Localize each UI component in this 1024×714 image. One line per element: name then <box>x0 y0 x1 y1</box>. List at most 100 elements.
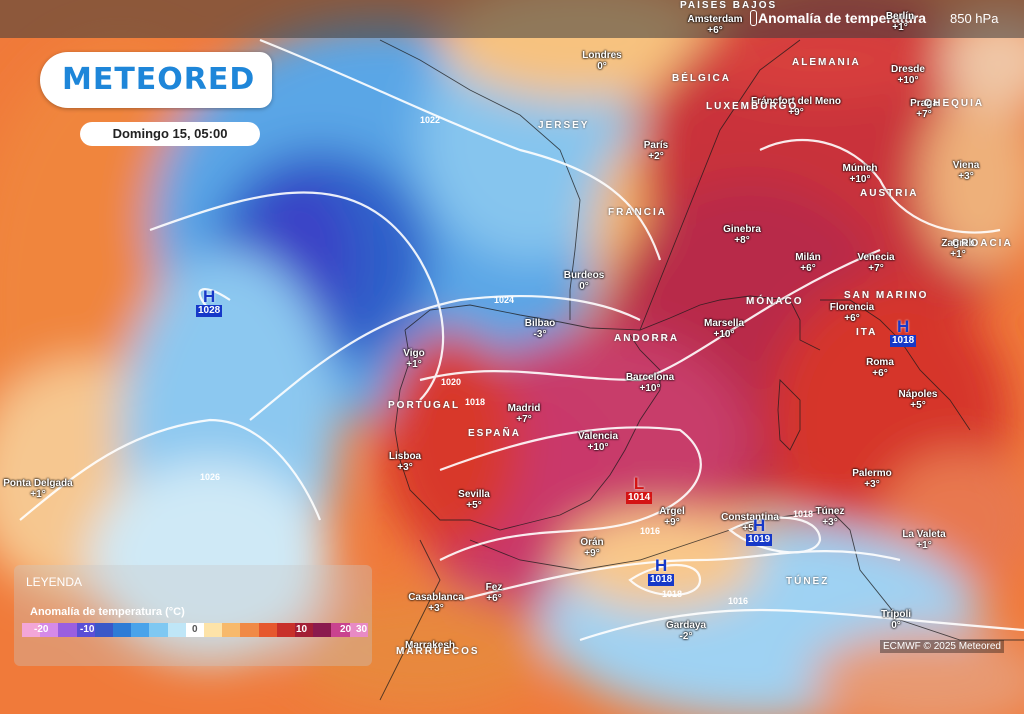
city-name: Valencia <box>577 431 619 442</box>
city-name: Burdeos <box>563 270 605 281</box>
legend-swatch <box>131 623 150 637</box>
city-temp: +5° <box>466 500 482 511</box>
city-temp: 0° <box>891 620 901 631</box>
city-name: Barcelona <box>625 372 675 383</box>
city-temp: +5° <box>910 400 926 411</box>
legend-tick: 20 <box>340 624 352 635</box>
city-temp: +3° <box>397 462 413 473</box>
city-label: Fez +6° <box>486 582 503 604</box>
city-name: Constantina <box>721 512 779 523</box>
country-label: AUSTRIA <box>860 188 919 199</box>
high-pressure-marker: H 1028 <box>196 288 223 317</box>
pressure-letter: L <box>633 474 645 493</box>
pressure-letter: H <box>654 556 668 575</box>
map-title: Anomalía de temperatura <box>758 10 927 26</box>
high-pressure-marker: H 1019 <box>746 517 773 546</box>
city-temp: +9° <box>788 107 804 118</box>
city-label: Fráncfort del Meno +9° <box>751 96 841 118</box>
city-name: Amsterdam <box>687 14 743 25</box>
city-temp: +10° <box>639 383 661 394</box>
country-label: ITA <box>856 327 878 338</box>
city-label: Valencia +10° <box>578 431 618 453</box>
isobar-label: 1018 <box>793 509 813 519</box>
meteored-logo[interactable]: METEORED <box>40 52 272 108</box>
legend-swatch <box>276 623 296 637</box>
forecast-date: Domingo 15, 05:00 <box>80 122 260 146</box>
legend-tick: -10 <box>80 624 95 635</box>
city-name: Marrakesh <box>404 640 456 651</box>
city-name: Nápoles <box>898 389 938 400</box>
logo-text: METEORED <box>62 62 256 97</box>
legend-swatch <box>22 623 41 637</box>
city-temp: +10° <box>587 442 609 453</box>
country-label: BÉLGICA <box>672 73 731 84</box>
city-label: Zagreb +1° <box>941 238 974 260</box>
city-name: Múnich <box>842 163 878 174</box>
city-label: Berlín +1° <box>886 11 914 33</box>
legend-tick: 0 <box>192 624 198 635</box>
city-label: Túnez +3° <box>816 506 845 528</box>
legend-swatch <box>313 623 332 637</box>
city-name: Gardaya <box>665 620 707 631</box>
country-label: FRANCIA <box>608 207 667 218</box>
city-temp: +1° <box>950 249 966 260</box>
legend-swatch <box>331 623 350 637</box>
high-pressure-marker: H 1018 <box>890 317 917 347</box>
isobar-label: 1022 <box>420 115 440 125</box>
city-name: Ponta Delgada <box>3 478 73 489</box>
isobar-label: 1026 <box>200 472 220 482</box>
legend-swatch <box>113 623 132 637</box>
legend-color-bar <box>22 623 368 637</box>
city-label: Bilbao -3° <box>525 318 556 340</box>
city-temp: +9° <box>584 548 600 559</box>
city-temp: -3° <box>533 329 547 340</box>
isobar-label: 1018 <box>465 397 485 407</box>
pressure-letter: H <box>896 317 910 336</box>
city-temp: +3° <box>958 171 974 182</box>
city-name: Vigo <box>403 348 425 359</box>
pressure-value: 1019 <box>746 534 773 546</box>
city-temp: 0° <box>597 61 607 72</box>
city-name: Bilbao <box>524 318 556 329</box>
city-temp: +7° <box>516 414 532 425</box>
legend-swatch <box>58 623 77 637</box>
legend-panel: LEYENDA Anomalía de temperatura (°C) -20… <box>14 565 372 666</box>
city-name: Lisboa <box>388 451 422 462</box>
legend-tick: -20 <box>34 624 49 635</box>
city-name: Casablanca <box>408 592 464 603</box>
city-temp: 0° <box>579 281 589 292</box>
city-temp: +6° <box>707 25 723 36</box>
isobar-label: 1016 <box>640 526 660 536</box>
city-label: Lisboa +3° <box>389 451 421 473</box>
city-temp: +7° <box>916 109 932 120</box>
city-name: Sevilla <box>458 489 490 500</box>
legend-swatch <box>258 623 277 637</box>
legend-swatch <box>349 623 368 637</box>
city-temp: +2° <box>648 151 664 162</box>
legend-tick: 10 <box>296 624 308 635</box>
country-label: PAÍSES BAJOS <box>680 0 778 11</box>
legend-swatch <box>40 623 59 637</box>
city-temp: +1° <box>406 359 422 370</box>
city-name: Trípoli <box>881 609 911 620</box>
city-label: Trípoli 0° <box>881 609 911 631</box>
city-temp: +3° <box>864 479 880 490</box>
city-label: Argel +9° <box>659 506 685 528</box>
city-label: Nápoles +5° <box>899 389 938 411</box>
city-label: Vigo +1° <box>403 348 424 370</box>
city-name: Milán <box>795 252 821 263</box>
city-name: La Valeta <box>902 529 946 540</box>
city-temp: +3° <box>822 517 838 528</box>
legend-tick: 30 <box>356 624 368 635</box>
legend-swatch <box>76 623 95 637</box>
high-pressure-marker: H 1018 <box>648 556 675 586</box>
city-temp: +3° <box>428 603 444 614</box>
city-label: Palermo +3° <box>852 468 891 490</box>
city-name: Venecia <box>857 252 895 263</box>
city-label: Praga +7° <box>910 98 938 120</box>
city-label: Burdeos 0° <box>564 270 605 292</box>
legend-swatch <box>185 623 205 637</box>
city-temp: +1° <box>30 489 46 500</box>
legend-swatch <box>240 623 259 637</box>
